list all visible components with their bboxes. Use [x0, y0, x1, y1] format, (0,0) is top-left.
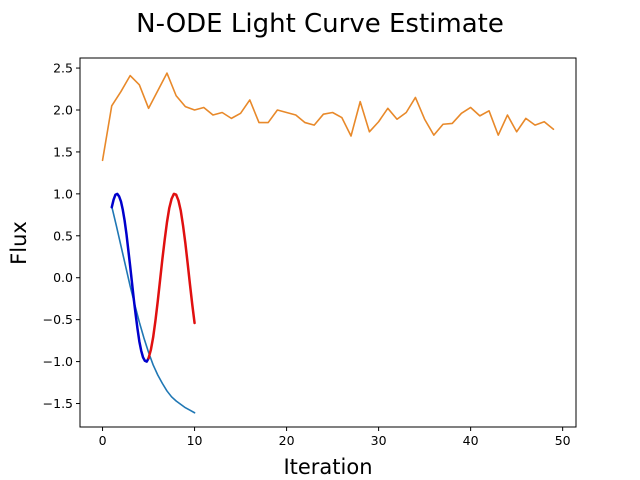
y-tick-label: 2.0 [53, 102, 73, 117]
series-layer [101, 72, 555, 414]
y-axis: −1.5 −1.0 −0.5 0.0 0.5 1.0 1.5 2.0 2.5 [43, 61, 80, 411]
series-line-4 [147, 192, 196, 360]
y-tick-label: 0.5 [53, 228, 73, 243]
y-tick-label: −1.0 [43, 354, 73, 369]
series-line-2 [110, 205, 196, 414]
series-line-3 [110, 192, 150, 363]
y-tick-label: 1.5 [53, 144, 73, 159]
plot-area-frame [79, 57, 577, 428]
x-tick-label: 10 [187, 433, 203, 448]
y-tick-label: 0.0 [53, 270, 73, 285]
x-tick-label: 40 [463, 433, 479, 448]
y-tick-label: 2.5 [53, 61, 73, 76]
x-axis-label: Iteration [283, 455, 372, 479]
chart-title: N-ODE Light Curve Estimate [136, 9, 504, 39]
y-tick-label: −1.5 [43, 396, 73, 411]
series-line-1 [101, 72, 555, 162]
y-tick-label: 1.0 [53, 186, 73, 201]
x-tick-label: 20 [279, 433, 295, 448]
x-tick-label: 50 [555, 433, 571, 448]
x-tick-label: 30 [371, 433, 387, 448]
y-tick-label: −0.5 [43, 312, 73, 327]
y-axis-label: Flux [7, 221, 31, 265]
x-axis: 0 10 20 30 40 50 [99, 427, 571, 448]
x-tick-label: 0 [99, 433, 107, 448]
